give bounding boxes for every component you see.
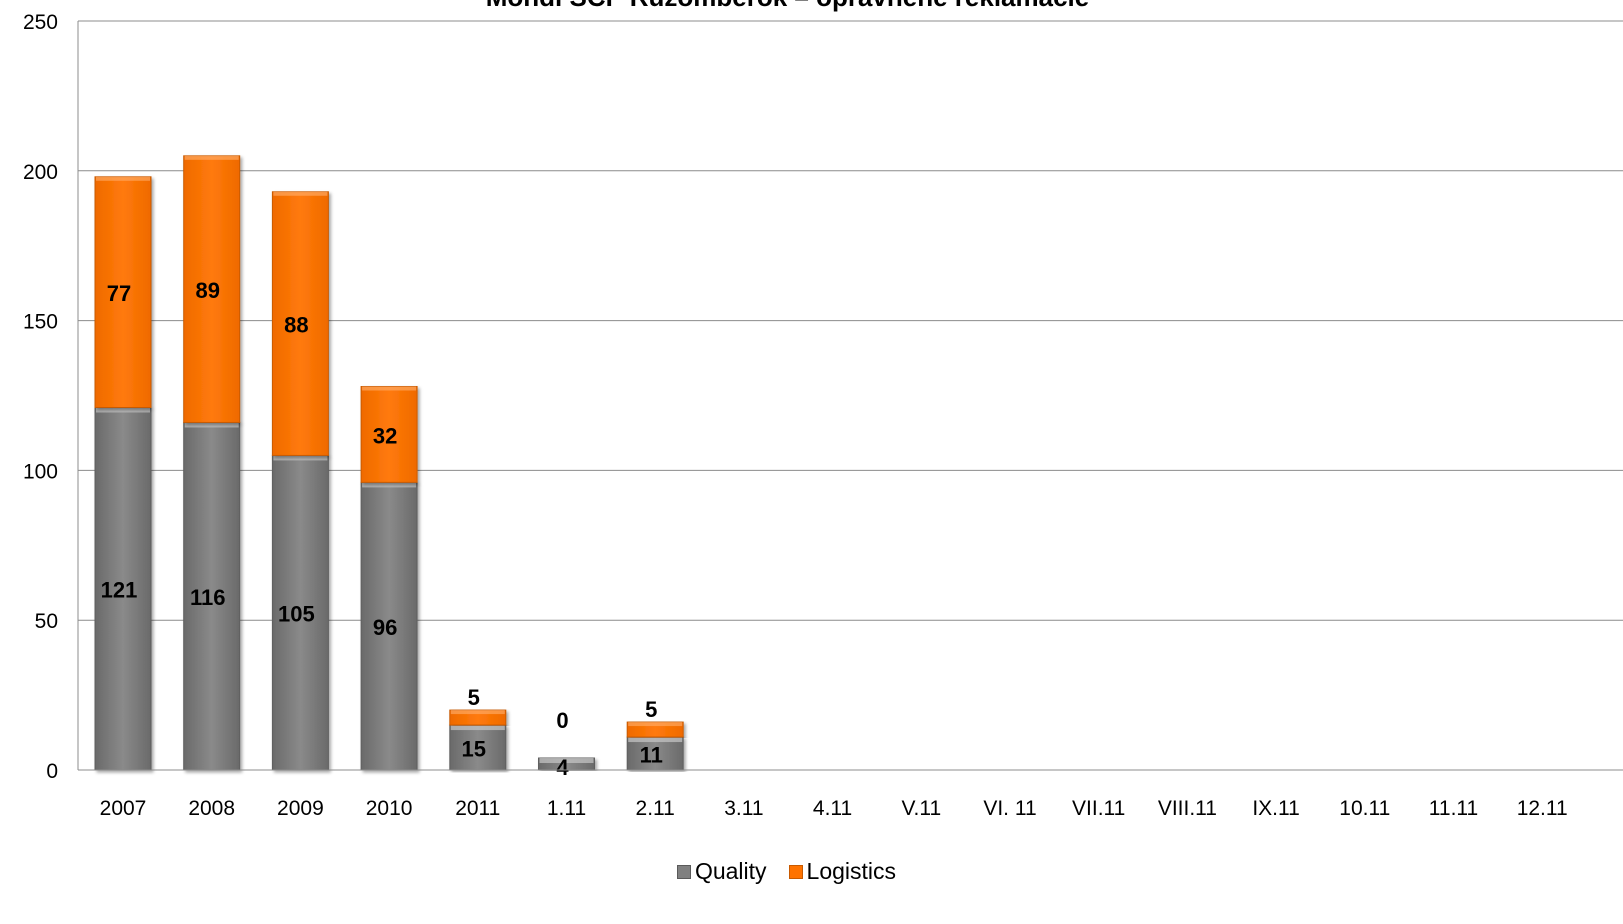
bar-logistics-bevel (450, 710, 505, 715)
bar-logistics-bevel (184, 155, 239, 160)
data-label-quality: 121 (101, 578, 138, 603)
chart-title: Mondi SCP Ružomberok – oprávnené reklamá… (1, 0, 1574, 13)
x-tick-label: 1.11 (547, 797, 586, 820)
bar-quality (94, 406, 152, 771)
x-tick-label: 4.11 (813, 797, 852, 820)
x-tick-label: 11.11 (1429, 797, 1478, 820)
data-label-logistics: 5 (468, 685, 480, 710)
x-tick-label: 10.11 (1339, 797, 1390, 820)
x-tick-label: 2010 (366, 797, 413, 820)
bar-logistics (94, 176, 152, 408)
bar-quality-bevel (628, 737, 683, 743)
bar-logistics-bevel (96, 176, 150, 181)
data-label-quality: 105 (278, 602, 315, 627)
legend-label-logistics: Logistics (806, 858, 897, 884)
legend-swatch-logistics (788, 864, 803, 879)
bar-logistics (360, 386, 418, 483)
x-tick-label: VII.11 (1072, 797, 1125, 820)
bar-quality-bevel (450, 725, 505, 731)
data-label-quality: 15 (462, 737, 486, 762)
legend-item-logistics: Logistics (788, 858, 897, 885)
data-label-logistics: 77 (107, 281, 131, 306)
x-tick-label: 2.11 (636, 797, 675, 820)
bar-quality (449, 724, 507, 771)
legend-swatch-quality (676, 864, 691, 879)
x-tick-label: V.11 (901, 797, 941, 820)
x-tick-label: 2009 (277, 797, 324, 820)
bar-quality-bevel (273, 455, 328, 461)
bar-logistics-bevel (362, 386, 417, 391)
data-label-logistics: 88 (284, 313, 308, 338)
x-tick-label: IX.11 (1252, 797, 1299, 820)
bar-quality (360, 481, 418, 771)
bar-quality-bevel (362, 482, 417, 488)
bar-logistics-bevel (628, 722, 683, 727)
x-tick-label: 2007 (100, 797, 147, 820)
bar-logistics-bevel (273, 191, 328, 196)
y-tick-label: 200 (23, 161, 58, 184)
x-tick-label: VI. 11 (983, 797, 1036, 820)
bar-quality (626, 736, 684, 771)
data-label-logistics: 32 (373, 423, 397, 448)
x-tick-label: 2008 (188, 797, 235, 820)
data-label-quality: 96 (373, 615, 397, 640)
x-tick-label: 3.11 (724, 797, 763, 820)
y-tick-label: 250 (23, 11, 58, 34)
data-label-quality: 4 (556, 755, 569, 780)
x-tick-label: VIII.11 (1158, 797, 1217, 820)
x-tick-label: 2011 (455, 797, 500, 820)
bar-quality-bevel (184, 422, 239, 428)
bar-quality-bevel (96, 407, 150, 413)
y-tick-label: 0 (46, 760, 58, 783)
y-tick-label: 150 (23, 311, 58, 334)
y-tick-label: 50 (35, 610, 58, 633)
x-tick-label: 12.11 (1517, 797, 1568, 820)
legend-label-quality: Quality (694, 858, 767, 884)
data-label-quality: 116 (190, 585, 226, 610)
legend-item-quality: Quality (676, 858, 767, 885)
data-label-logistics: 5 (645, 697, 657, 722)
data-label-logistics: 0 (556, 708, 568, 733)
y-tick-label: 100 (23, 460, 58, 483)
data-label-quality: 11 (640, 743, 663, 768)
data-label-logistics: 89 (195, 278, 219, 303)
bar-quality-bevel (539, 758, 594, 764)
chart-legend: Quality Logistics (0, 858, 1573, 885)
